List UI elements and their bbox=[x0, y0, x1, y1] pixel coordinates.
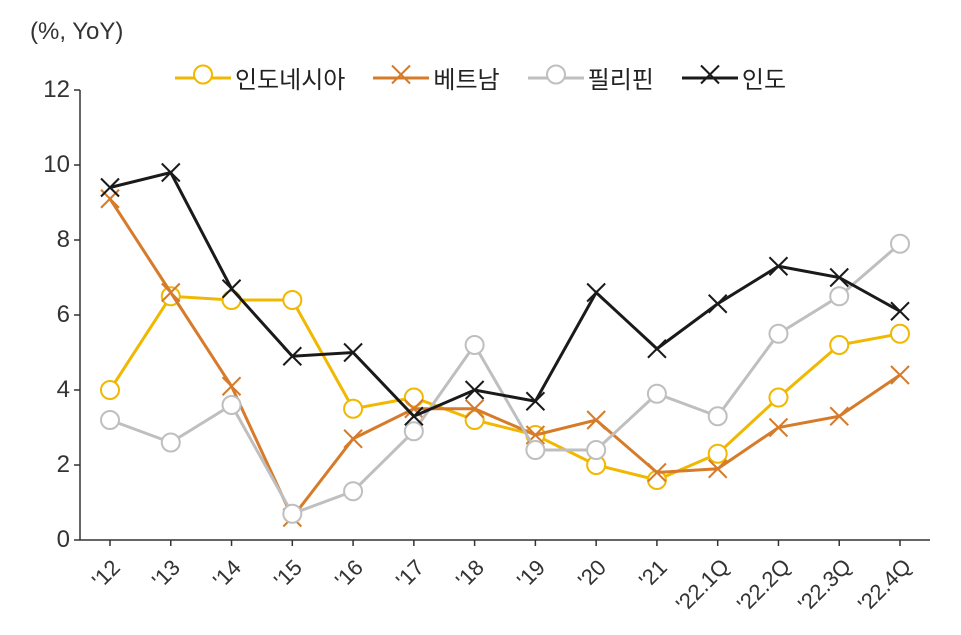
series-line bbox=[110, 199, 900, 518]
y-tick-label: 8 bbox=[30, 226, 70, 254]
y-tick-label: 0 bbox=[30, 526, 70, 554]
y-tick-label: 10 bbox=[30, 151, 70, 179]
y-tick-label: 12 bbox=[30, 76, 70, 104]
y-tick-label: 6 bbox=[30, 301, 70, 329]
chart-container: (%, YoY) 인도네시아 베트남 필리핀 bbox=[0, 0, 961, 635]
y-tick-label: 4 bbox=[30, 376, 70, 404]
plot-area bbox=[0, 0, 961, 635]
y-tick-label: 2 bbox=[30, 451, 70, 479]
